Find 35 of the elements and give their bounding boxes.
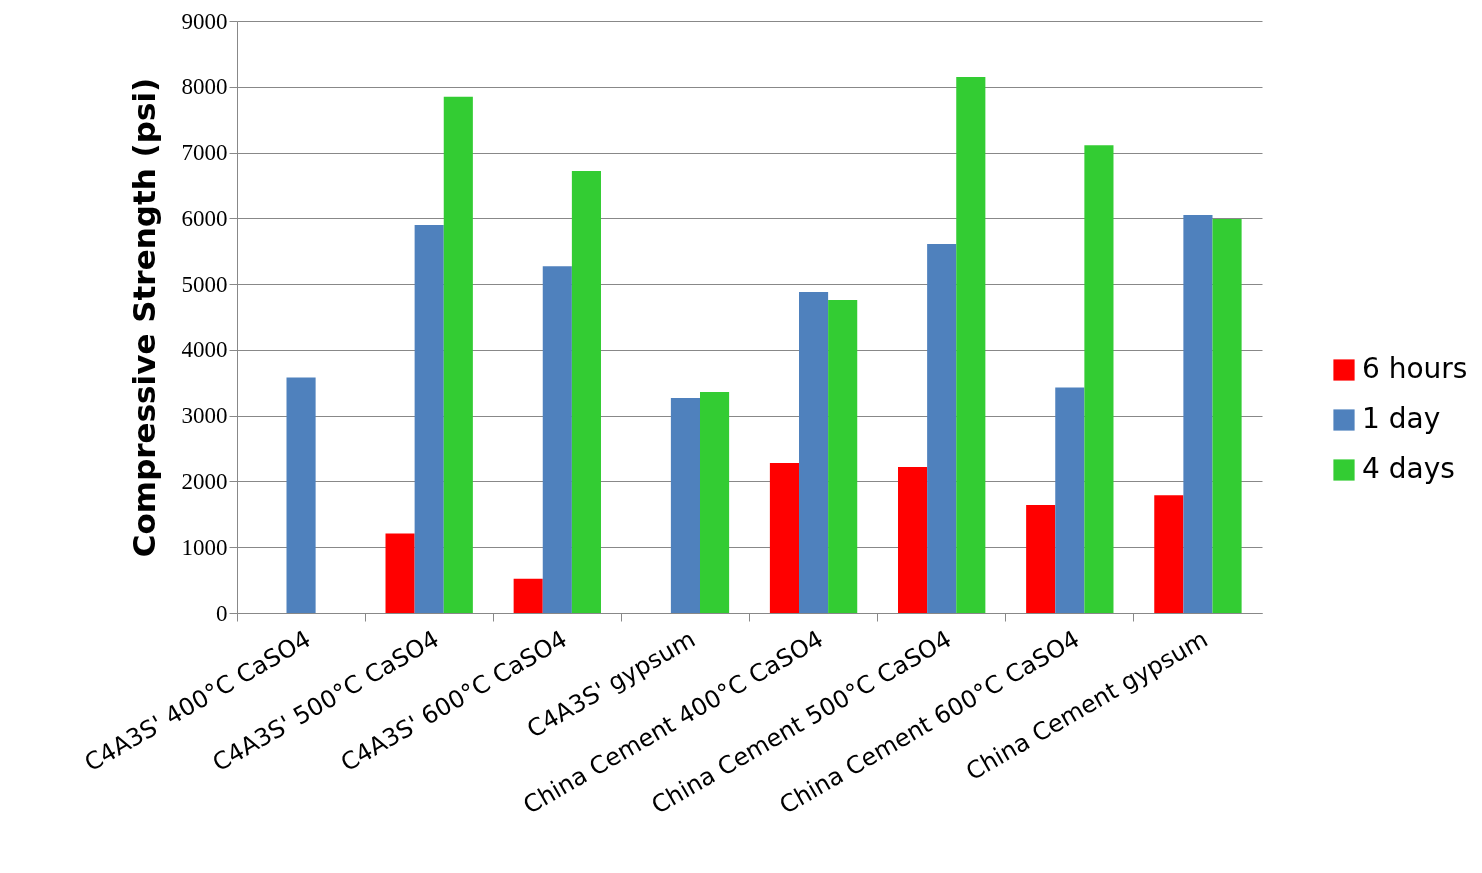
bar xyxy=(414,224,444,613)
bar xyxy=(927,243,957,613)
y-tick-label: 2000 xyxy=(181,468,228,494)
y-tick-label: 0 xyxy=(216,600,228,626)
bar xyxy=(1026,505,1056,613)
bar xyxy=(898,466,928,613)
y-axis-title: Compressive Strength (psi) xyxy=(125,77,162,558)
legend-label: 6 hours xyxy=(1362,352,1468,385)
bar xyxy=(956,76,986,613)
bar xyxy=(385,533,415,613)
bar xyxy=(513,578,543,613)
bar xyxy=(1212,218,1242,613)
y-tick-label: 8000 xyxy=(181,74,228,100)
legend-label: 1 day xyxy=(1362,402,1441,435)
bar xyxy=(799,292,829,613)
bar xyxy=(1055,387,1085,613)
bar xyxy=(700,391,730,613)
y-tick-label: 4000 xyxy=(181,337,228,363)
y-tick-label: 3000 xyxy=(181,403,228,429)
bar xyxy=(1154,495,1184,613)
bar xyxy=(443,96,473,613)
bar xyxy=(828,299,858,613)
bar xyxy=(670,397,700,613)
bar xyxy=(1084,145,1114,613)
y-tick-label: 6000 xyxy=(181,205,228,231)
y-tick-label: 5000 xyxy=(181,271,228,297)
bar xyxy=(571,170,601,613)
legend-label: 4 days xyxy=(1362,452,1455,485)
bar xyxy=(769,463,799,613)
bar xyxy=(286,377,316,613)
y-tick-label: 7000 xyxy=(181,140,228,166)
y-tick-label: 1000 xyxy=(181,534,228,560)
bar xyxy=(1183,215,1213,613)
bar xyxy=(542,266,572,613)
y-tick-label: 9000 xyxy=(181,8,228,34)
